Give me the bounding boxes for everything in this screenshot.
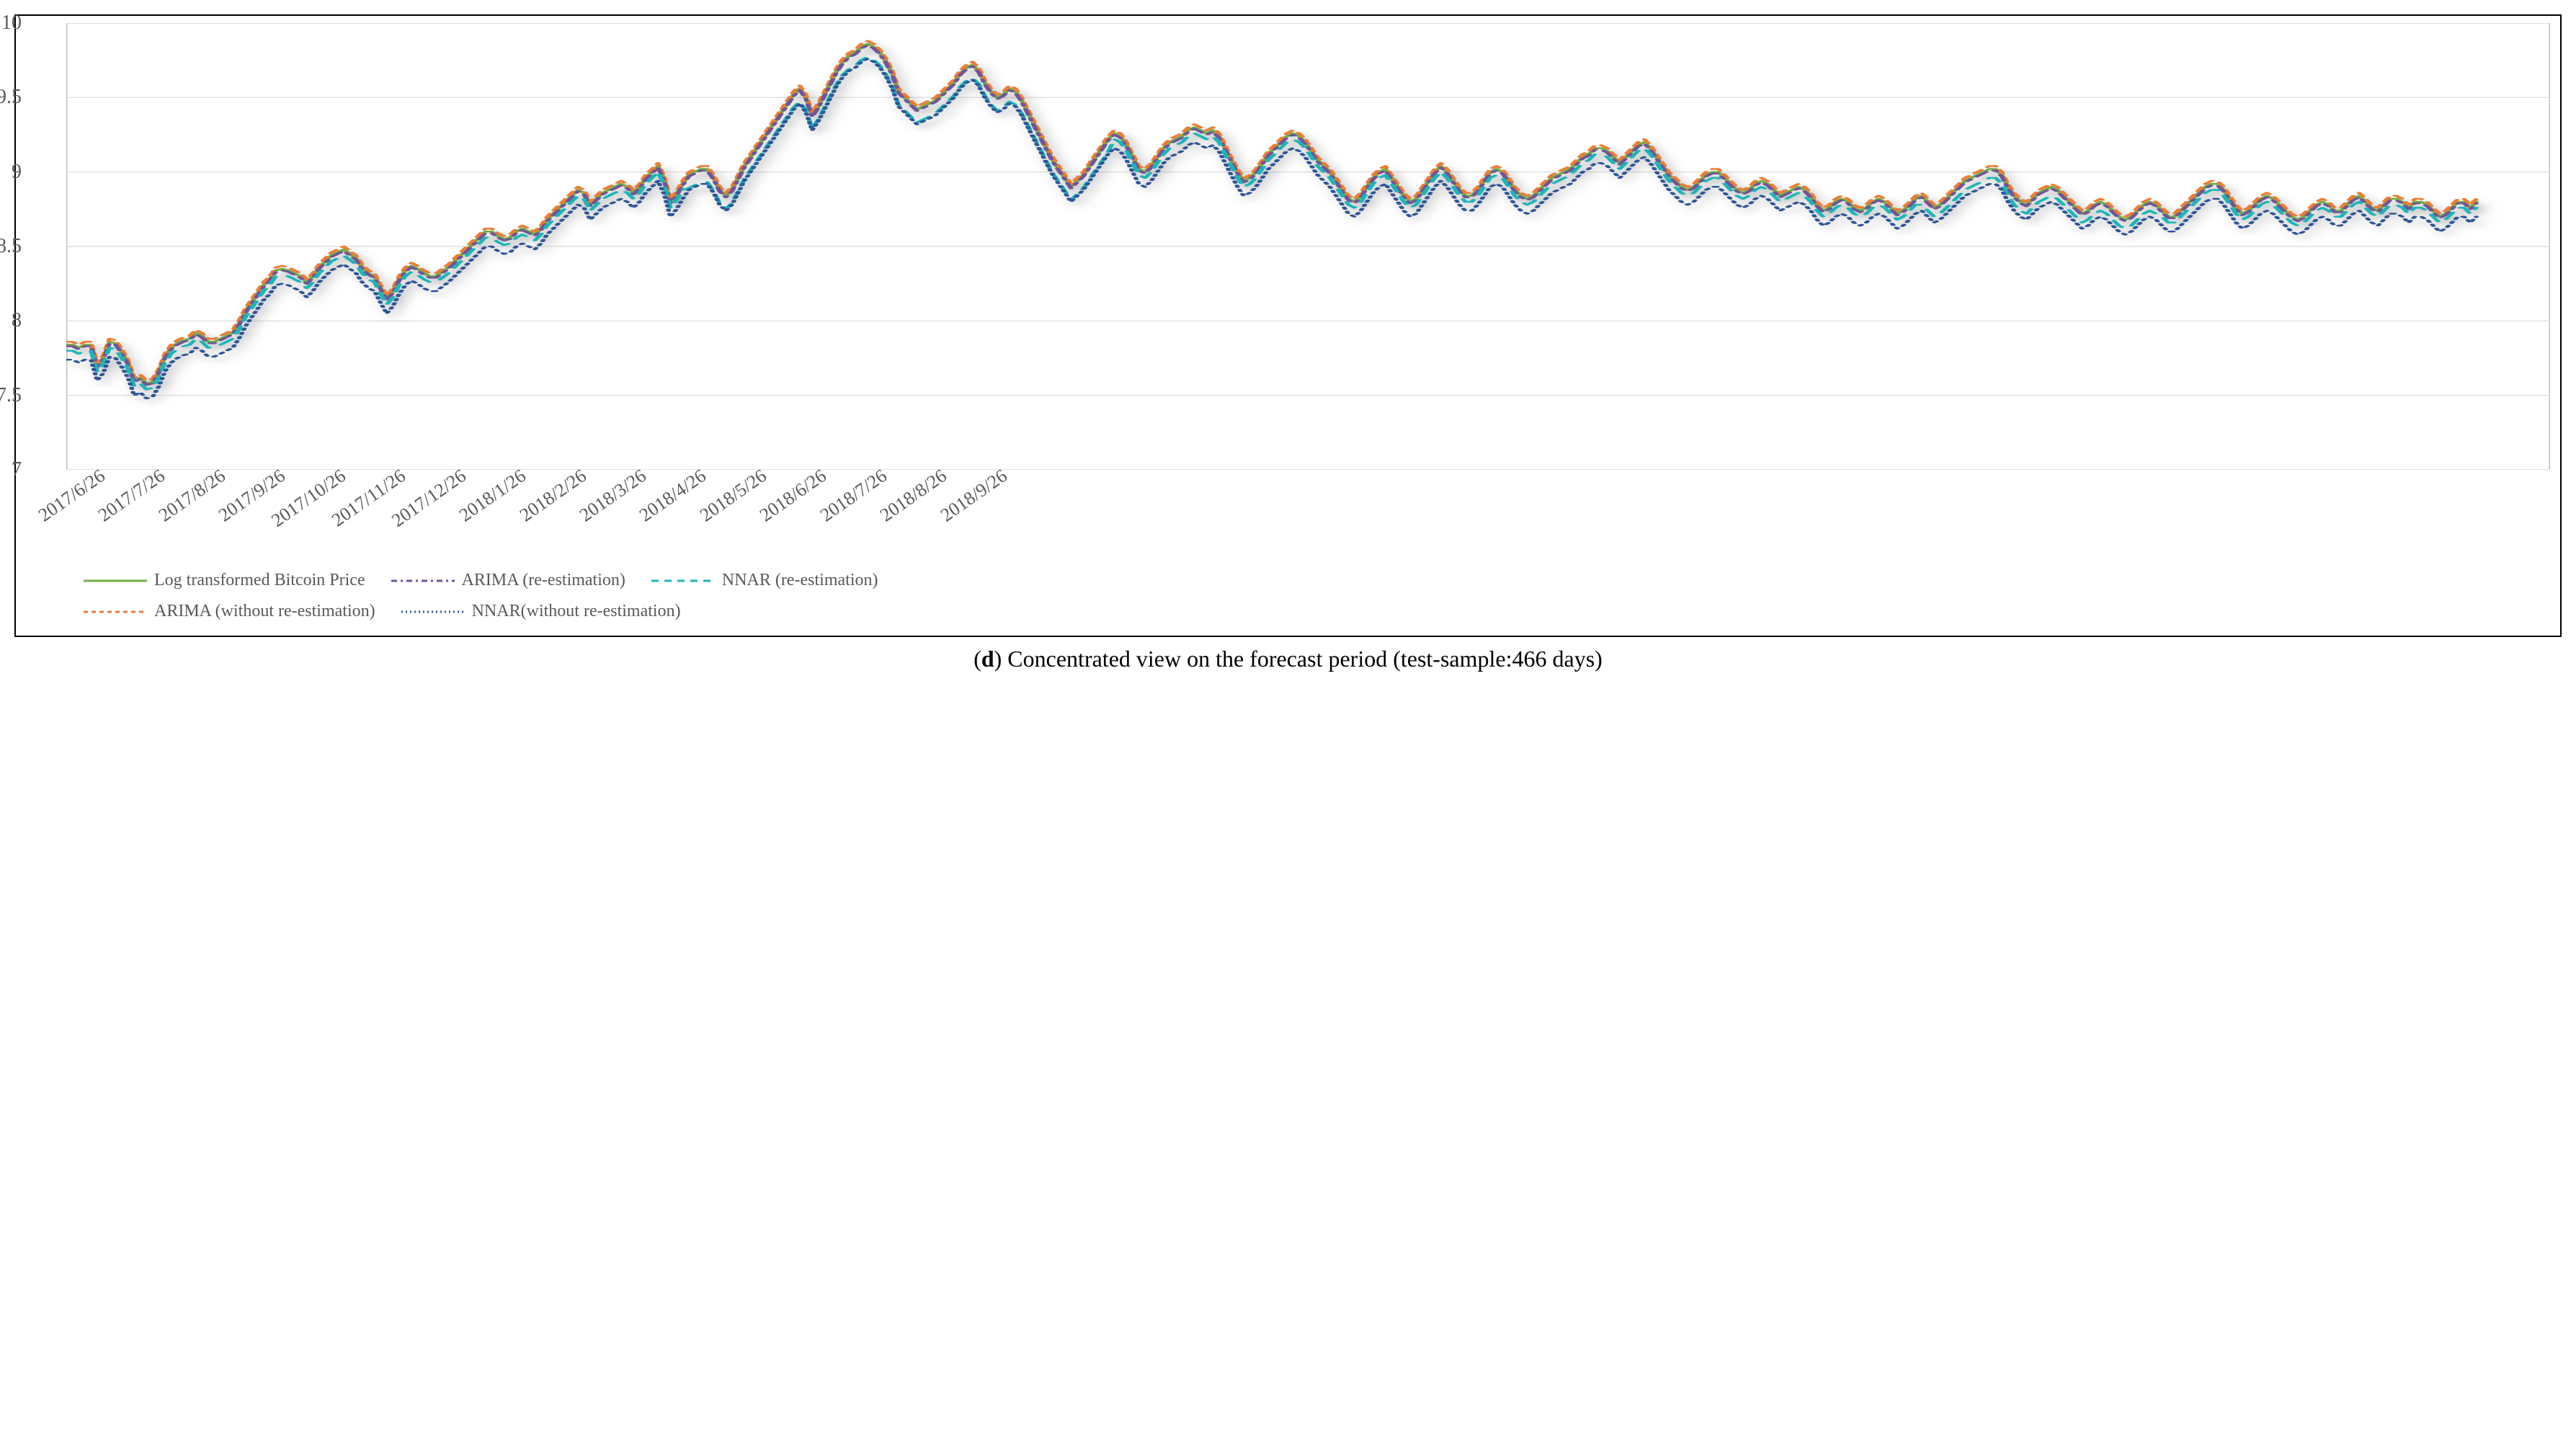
legend-swatch (391, 574, 455, 587)
legend-item: Log transformed Bitcoin Price (84, 571, 365, 590)
y-tick-label: 7.5 (0, 384, 22, 407)
legend-label: ARIMA (re-estimation) (462, 571, 625, 590)
y-tick-label: 9 (12, 161, 22, 184)
legend-label: NNAR (re-estimation) (722, 571, 878, 590)
legend-label: Log transformed Bitcoin Price (154, 571, 365, 590)
series-line (66, 41, 2477, 380)
series-line (66, 45, 2477, 385)
x-axis-labels: 2017/6/262017/7/262017/8/262017/9/262017… (66, 470, 2550, 556)
caption-letter: d (981, 646, 994, 672)
legend-swatch (651, 574, 715, 587)
chart-svg (66, 23, 2550, 470)
legend-item: ARIMA (without re-estimation) (84, 602, 375, 621)
y-tick-label: 10 (1, 12, 22, 35)
caption-prefix: ( (973, 646, 981, 672)
chart-frame: 77.588.599.510 2017/6/262017/7/262017/8/… (14, 14, 2562, 637)
chart-caption: (d) Concentrated view on the forecast pe… (14, 646, 2562, 672)
y-tick-label: 7 (12, 458, 22, 481)
y-tick-label: 9.5 (0, 86, 22, 109)
legend-swatch (84, 574, 147, 587)
plot-area (66, 23, 2550, 470)
legend-item: NNAR(without re-estimation) (401, 602, 681, 621)
legend-swatch (401, 605, 465, 618)
legend-label: ARIMA (without re-estimation) (154, 602, 375, 621)
series-line (66, 57, 2477, 389)
y-tick-label: 8 (12, 309, 22, 332)
legend: Log transformed Bitcoin Price ARIMA (re-e… (66, 565, 1002, 631)
caption-suffix: ) Concentrated view on the forecast peri… (994, 646, 1603, 672)
legend-item: NNAR (re-estimation) (651, 571, 878, 590)
legend-item: ARIMA (re-estimation) (391, 571, 625, 590)
plot-wrap: 77.588.599.510 (26, 23, 2550, 470)
legend-swatch (84, 605, 147, 618)
series-line (66, 59, 2477, 399)
legend-label: NNAR(without re-estimation) (472, 602, 681, 621)
y-tick-label: 8.5 (0, 235, 22, 258)
